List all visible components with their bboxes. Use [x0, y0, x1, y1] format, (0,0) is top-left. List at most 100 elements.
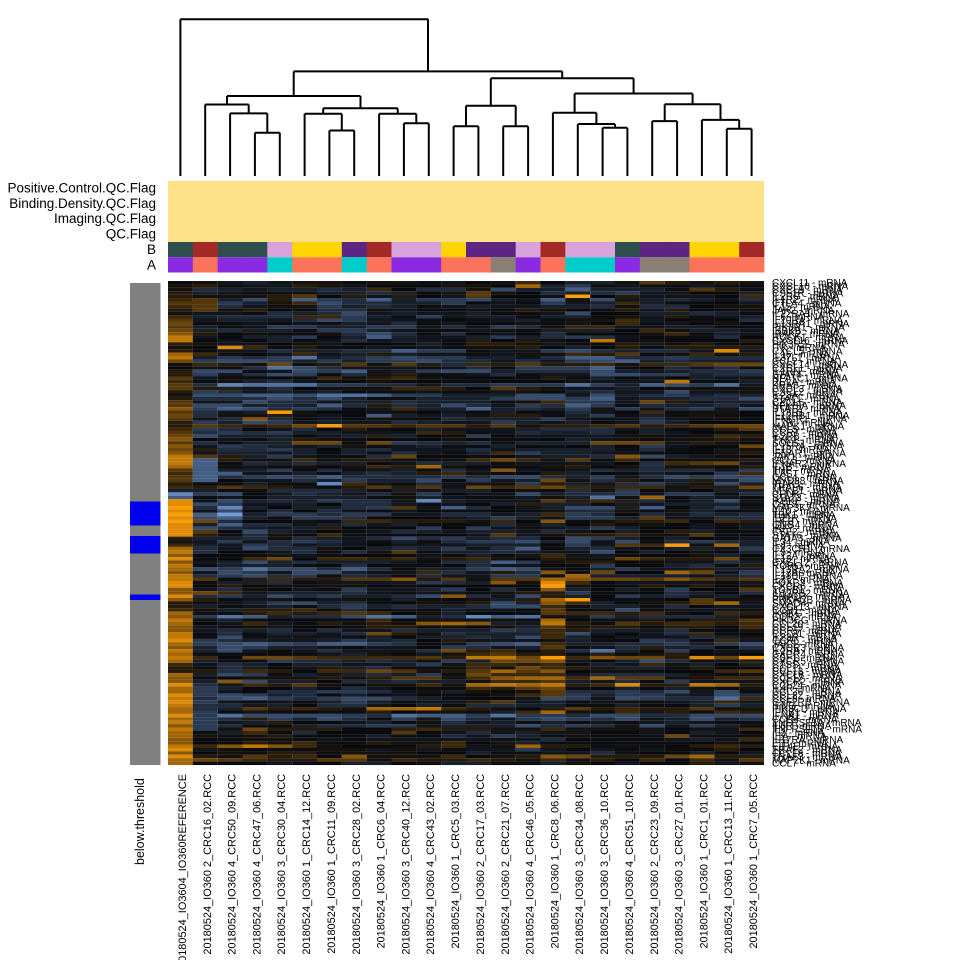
svg-text:20180524_IO360 1_CRC6_04.RCC: 20180524_IO360 1_CRC6_04.RCC — [376, 774, 388, 949]
svg-text:RELA - mRNA: RELA - mRNA — [772, 377, 836, 388]
svg-text:CXCL3 - mRNA: CXCL3 - mRNA — [772, 384, 843, 395]
svg-text:20180524_IO360 3_CRC30_04.RCC: 20180524_IO360 3_CRC30_04.RCC — [276, 774, 288, 955]
svg-text:20180524_IO360 1_CRC13_11.RCC: 20180524_IO360 1_CRC13_11.RCC — [723, 774, 735, 954]
svg-text:IL4 - mRNA: IL4 - mRNA — [772, 541, 825, 552]
svg-text:CXCL11 - mRNA: CXCL11 - mRNA — [772, 278, 848, 289]
svg-text:CCR5 - mRNA: CCR5 - mRNA — [772, 626, 838, 637]
svg-text:CCL24 - mRNA: CCL24 - mRNA — [772, 680, 842, 691]
svg-text:PIK3R1 - mRNA: PIK3R1 - mRNA — [772, 322, 845, 333]
svg-text:TNF - mRNA: TNF - mRNA — [772, 466, 830, 477]
svg-text:CXCL14 - mRNA: CXCL14 - mRNA — [772, 360, 848, 371]
svg-text:CXCL2 - mRNA: CXCL2 - mRNA — [772, 387, 843, 398]
svg-text:MAP2K1 - mRNA: MAP2K1 - mRNA — [772, 755, 850, 766]
svg-text:GATA3 - mRNA: GATA3 - mRNA — [772, 534, 842, 545]
svg-text:CCR6 - mRNA: CCR6 - mRNA — [772, 636, 838, 647]
svg-text:SOCS1 - mRNA: SOCS1 - mRNA — [772, 438, 845, 449]
svg-text:TYK2 - mRNA: TYK2 - mRNA — [772, 435, 836, 446]
svg-text:IKBKE - mRNA: IKBKE - mRNA — [772, 496, 840, 507]
svg-text:CXCL13 - mRNA: CXCL13 - mRNA — [772, 602, 848, 613]
svg-text:IL13RA1 - mRNA: IL13RA1 - mRNA — [772, 319, 850, 330]
svg-text:IRAK1 - mRNA: IRAK1 - mRNA — [772, 479, 840, 490]
svg-text:NFKB1 - mRNA: NFKB1 - mRNA — [772, 486, 843, 497]
svg-text:TRAF2 - mRNA: TRAF2 - mRNA — [772, 745, 842, 756]
svg-text:IL4R - mRNA: IL4R - mRNA — [772, 684, 832, 695]
svg-text:MYD88 - mRNA: MYD88 - mRNA — [772, 476, 844, 487]
svg-text:CXCL1 - mRNA: CXCL1 - mRNA — [772, 363, 843, 374]
svg-text:CCL19 - mRNA: CCL19 - mRNA — [772, 622, 842, 633]
svg-text:CCL13 - mRNA: CCL13 - mRNA — [772, 667, 842, 678]
svg-text:IL1B - mRNA: IL1B - mRNA — [772, 462, 831, 473]
svg-text:SMAD3 - mRNA: SMAD3 - mRNA — [772, 592, 845, 603]
svg-text:Binding.Density.QC.Flag: Binding.Density.QC.Flag — [9, 196, 156, 211]
svg-text:CCL18 - mRNA: CCL18 - mRNA — [772, 748, 842, 759]
svg-text:STAT6 - mRNA: STAT6 - mRNA — [772, 530, 840, 541]
svg-text:20180524_IO360 3_CRC34_08.RCC: 20180524_IO360 3_CRC34_08.RCC — [574, 774, 586, 955]
svg-text:CCL2 - mRNA: CCL2 - mRNA — [772, 357, 836, 368]
svg-text:LTA - mRNA: LTA - mRNA — [772, 731, 827, 742]
svg-text:Positive.Control.QC.Flag: Positive.Control.QC.Flag — [7, 181, 156, 196]
svg-text:EIF4E - mRNA: EIF4E - mRNA — [772, 742, 838, 753]
svg-text:QC.Flag: QC.Flag — [106, 226, 156, 241]
svg-text:IL2RA - mRNA: IL2RA - mRNA — [772, 646, 838, 657]
svg-text:IL1RN - mRNA: IL1RN - mRNA — [772, 367, 839, 378]
svg-text:20180524_IO360 2_CRC17_03.RCC: 20180524_IO360 2_CRC17_03.RCC — [475, 774, 487, 955]
svg-text:CTSS - mRNA: CTSS - mRNA — [772, 660, 837, 671]
svg-text:IL12RB1 - mRNA: IL12RB1 - mRNA — [772, 411, 850, 422]
svg-text:IL15 - mRNA: IL15 - mRNA — [772, 302, 830, 313]
svg-text:RORC - mRNA: RORC - mRNA — [772, 561, 840, 572]
svg-text:20180524_IO360 2_CRC16_02.RCC: 20180524_IO360 2_CRC16_02.RCC — [202, 774, 214, 955]
svg-text:IL6R - mRNA: IL6R - mRNA — [772, 721, 832, 732]
svg-text:IKBKB - mRNA: IKBKB - mRNA — [772, 326, 840, 337]
svg-text:CCR7 - mRNA: CCR7 - mRNA — [772, 428, 838, 439]
svg-text:CCR4 - mRNA: CCR4 - mRNA — [772, 714, 838, 725]
svg-text:IL18 - mRNA: IL18 - mRNA — [772, 445, 830, 456]
svg-text:SMAD4 - mRNA: SMAD4 - mRNA — [772, 599, 845, 610]
svg-text:20180524_IO360 1_CRC1_01.RCC: 20180524_IO360 1_CRC1_01.RCC — [698, 774, 710, 949]
svg-text:CCL4 - mRNA: CCL4 - mRNA — [772, 472, 836, 483]
svg-text:CSF3 - mRNA: CSF3 - mRNA — [772, 500, 836, 511]
svg-text:PIK3R2 - mRNA: PIK3R2 - mRNA — [772, 339, 845, 350]
svg-text:IL17A - mRNA: IL17A - mRNA — [772, 568, 836, 579]
svg-text:IL12A - mRNA: IL12A - mRNA — [772, 551, 836, 562]
svg-text:IL1R2 - mRNA: IL1R2 - mRNA — [772, 295, 837, 306]
svg-text:TNFRSF1B - mRNA: TNFRSF1B - mRNA — [772, 725, 862, 736]
svg-text:IL21R - mRNA: IL21R - mRNA — [772, 513, 837, 524]
svg-text:20180524_IO360 1_CRC11_09.RCC: 20180524_IO360 1_CRC11_09.RCC — [326, 774, 338, 954]
svg-text:IL2RG - mRNA: IL2RG - mRNA — [772, 292, 840, 303]
svg-text:CCL26 - mRNA: CCL26 - mRNA — [772, 687, 842, 698]
svg-text:CXCL8 - mRNA: CXCL8 - mRNA — [772, 670, 843, 681]
svg-text:IL21 - mRNA: IL21 - mRNA — [772, 575, 830, 586]
svg-text:IL18R1 - mRNA: IL18R1 - mRNA — [772, 408, 843, 419]
svg-text:CXCR6 - mRNA: CXCR6 - mRNA — [772, 581, 845, 592]
svg-text:IL37L1 - mRNA: IL37L1 - mRNA — [772, 353, 841, 364]
svg-text:IL34 - mRNA: IL34 - mRNA — [772, 537, 830, 548]
svg-text:IL6 - mRNA: IL6 - mRNA — [772, 312, 825, 323]
svg-text:CXCL9 - mRNA: CXCL9 - mRNA — [772, 285, 843, 296]
svg-text:20180524_IO360 4_CRC47_06.RCC: 20180524_IO360 4_CRC47_06.RCC — [251, 774, 263, 955]
svg-text:20180524_IO3604_IO360REFERENCE: 20180524_IO3604_IO360REFERENCE — [177, 774, 189, 960]
svg-text:STAT3 - mRNA: STAT3 - mRNA — [772, 493, 840, 504]
svg-text:20180524_IO360 2_CRC21_07.RCC: 20180524_IO360 2_CRC21_07.RCC — [500, 774, 512, 955]
svg-text:IRF7 - mRNA: IRF7 - mRNA — [772, 524, 832, 535]
svg-text:IFNB1 - mRNA: IFNB1 - mRNA — [772, 708, 839, 719]
svg-text:MAPK1 - mRNA: MAPK1 - mRNA — [772, 421, 845, 432]
svg-text:CSF2RB - mRNA: CSF2RB - mRNA — [772, 697, 850, 708]
svg-text:20180524_IO360 3_CRC36_10.RCC: 20180524_IO360 3_CRC36_10.RCC — [599, 774, 611, 955]
svg-text:FOXP3 - mRNA: FOXP3 - mRNA — [772, 578, 843, 589]
svg-text:IL17RA - mRNA: IL17RA - mRNA — [772, 735, 843, 746]
svg-text:A: A — [147, 257, 156, 272]
svg-text:CXCL6 - mRNA: CXCL6 - mRNA — [772, 397, 843, 408]
svg-text:CSF1R - mRNA: CSF1R - mRNA — [772, 288, 843, 299]
svg-text:IFNAR2 - mRNA: IFNAR2 - mRNA — [772, 459, 846, 470]
svg-text:20180524_IO360 1_CRC14_12.RCC: 20180524_IO360 1_CRC14_12.RCC — [301, 774, 313, 955]
svg-text:STAT2 - mRNA: STAT2 - mRNA — [772, 404, 840, 415]
svg-text:20180524_IO360 3_CRC40_12.RCC: 20180524_IO360 3_CRC40_12.RCC — [400, 774, 412, 955]
svg-text:CCL7 - mRNA: CCL7 - mRNA — [772, 759, 836, 770]
svg-text:IL2 - mRNA: IL2 - mRNA — [772, 728, 825, 739]
svg-text:CXCR4 - mRNA: CXCR4 - mRNA — [772, 650, 845, 661]
svg-text:ITK - mRNA: ITK - mRNA — [772, 343, 826, 354]
svg-text:CCL22 - mRNA: CCL22 - mRNA — [772, 691, 842, 702]
svg-text:IRAK2 - mRNA: IRAK2 - mRNA — [772, 329, 840, 340]
svg-text:CCR1 - mRNA: CCR1 - mRNA — [772, 605, 838, 616]
svg-text:Imaging.QC.Flag: Imaging.QC.Flag — [54, 211, 156, 226]
